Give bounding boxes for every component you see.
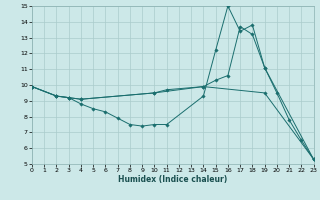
X-axis label: Humidex (Indice chaleur): Humidex (Indice chaleur) [118,175,228,184]
